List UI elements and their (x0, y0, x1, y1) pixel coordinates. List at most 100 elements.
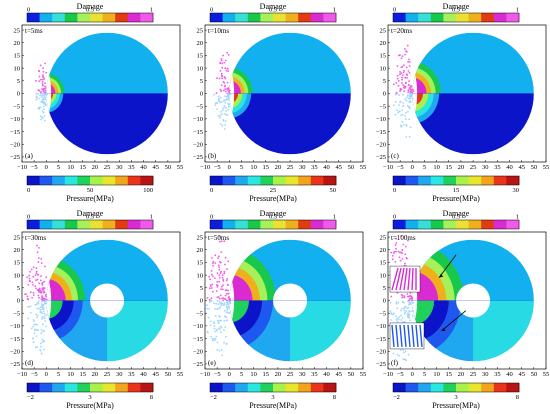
ejecta-particle (43, 95, 46, 98)
ejecta-particle (222, 119, 225, 122)
ejecta-particle (227, 54, 230, 56)
ejecta-particle (35, 313, 37, 316)
ejecta-particle (223, 240, 226, 243)
ejecta-particle (208, 298, 211, 301)
ejecta-particle (399, 90, 401, 92)
ejecta-particle (221, 113, 223, 116)
ejecta-particle (403, 69, 405, 72)
ejecta-particle (36, 274, 39, 276)
ejecta-particle (409, 310, 411, 313)
damage-colorbar-segment (52, 13, 66, 22)
ejecta-particle (398, 94, 400, 97)
ejecta-particle (41, 338, 44, 341)
y-tick-label: −10 (193, 116, 203, 123)
ejecta-particle (40, 96, 43, 98)
ejecta-particle (217, 257, 219, 259)
ejecta-particle (224, 101, 227, 104)
damage-colorbar-segment (323, 220, 337, 229)
ejecta-particle (218, 274, 221, 277)
ejecta-particle (214, 330, 217, 333)
ejecta-particle (219, 123, 222, 125)
ejecta-particle (218, 349, 221, 352)
ejecta-particle (221, 274, 224, 276)
ejecta-particle (211, 290, 214, 293)
ejecta-particle (206, 297, 209, 299)
ejecta-particle (220, 90, 223, 92)
pressure-colorbar-segment (210, 383, 223, 392)
ejecta-particle (223, 270, 226, 273)
y-tick-label: −10 (193, 323, 203, 330)
ejecta-particle (40, 100, 43, 103)
ejecta-particle (218, 95, 220, 98)
ejecta-particle (405, 136, 408, 138)
ejecta-particle (219, 114, 222, 117)
ejecta-particle (220, 288, 222, 291)
ejecta-particle (223, 298, 226, 300)
pressure-colorbar-frame (26, 382, 154, 393)
y-tick-label: 15 (197, 260, 204, 267)
y-tick-label: 20 (197, 40, 204, 47)
pressure-colorbar-segment (210, 176, 223, 185)
ejecta-particle (222, 89, 225, 92)
ejecta-particle (227, 93, 230, 95)
x-tick-label: −10 (383, 164, 393, 171)
time-label: t=50ms (208, 234, 229, 242)
ejecta-particle (222, 54, 224, 57)
y-tick-label: −10 (10, 323, 20, 330)
ejecta-particle (224, 113, 226, 115)
ejecta-particle (208, 307, 211, 310)
ejecta-particle (219, 116, 221, 119)
ejecta-particle (218, 297, 221, 300)
ejecta-particle (212, 265, 214, 267)
ejecta-particle (409, 319, 412, 322)
pressure-colorbar-segment (39, 176, 53, 185)
ejecta-particle (32, 325, 34, 328)
x-tick-label: 25 (104, 371, 111, 378)
y-tick-label: 10 (380, 65, 387, 72)
ejecta-particle (215, 335, 218, 338)
ejecta-particle (26, 276, 29, 279)
ejecta-particle (218, 315, 220, 317)
ejecta-particle (407, 89, 410, 91)
ejecta-particle (34, 346, 37, 349)
y-tick-label: 0 (383, 298, 386, 305)
x-tick-label: −5 (397, 371, 404, 378)
pressure-zone (412, 300, 449, 342)
ejecta-particle (224, 289, 227, 291)
damage-colorbar-segment (39, 13, 53, 22)
damage-zone (412, 77, 427, 94)
time-label: t=100ms (391, 234, 416, 242)
y-tick-label: 15 (14, 53, 21, 60)
pressure-colorbar-segment (90, 383, 103, 392)
ejecta-particle (44, 103, 46, 105)
annotation-arrows (389, 254, 467, 350)
ejecta-particle (36, 346, 39, 348)
x-tick-label: 45 (518, 164, 525, 171)
ejecta-particle (30, 268, 33, 271)
damage-colorbar-tick: 0 (27, 214, 30, 221)
ejecta-particle (408, 72, 411, 74)
ejecta-particle (224, 326, 227, 328)
ejecta-particle (29, 270, 31, 273)
x-tick-label: 40 (140, 371, 147, 378)
damage-colorbar-segment (481, 220, 495, 229)
ejecta-particle (225, 305, 228, 307)
ejecta-particle (38, 296, 40, 299)
ejecta-particle (394, 260, 397, 263)
ejecta-particle (213, 327, 216, 330)
panel-label: (d) (25, 359, 34, 367)
damage-colorbar-title: Damage (260, 2, 287, 11)
y-tick-label: 25 (380, 234, 387, 241)
ejecta-particle (42, 348, 45, 351)
ejecta-particle (410, 95, 413, 98)
pressure-colorbar-tick: 25 (270, 187, 277, 194)
ejecta-particle (408, 80, 410, 83)
x-tick-label: −10 (17, 371, 27, 378)
x-tick-label: 5 (240, 371, 243, 378)
ejecta-particle (209, 285, 212, 288)
ejecta-particle (215, 302, 218, 305)
y-tick-label: −20 (10, 141, 20, 148)
ejecta-particle (407, 83, 410, 86)
ejecta-particle (410, 297, 413, 300)
ejecta-particle (218, 235, 221, 238)
